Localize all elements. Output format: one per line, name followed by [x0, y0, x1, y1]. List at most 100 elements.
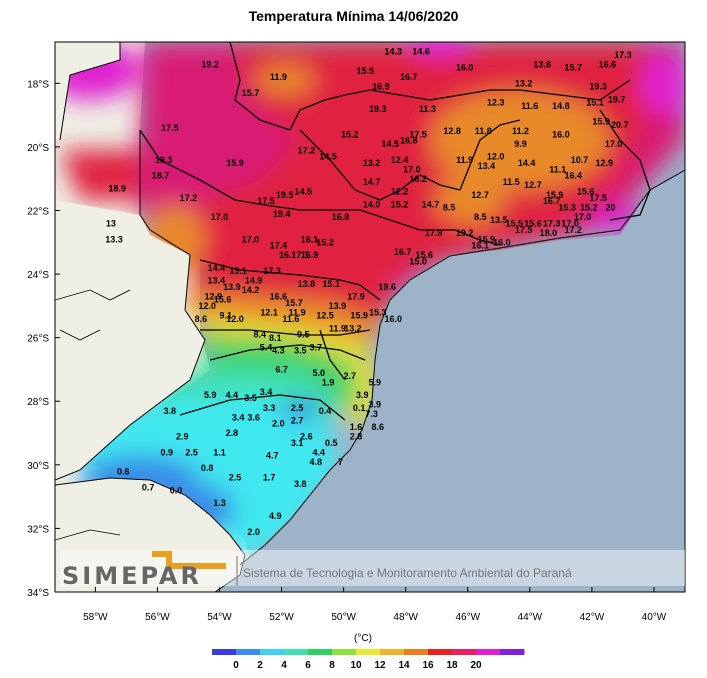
- station-value: 4.7: [266, 451, 279, 461]
- station-value: 16.4: [565, 171, 583, 181]
- station-value: 17.3: [263, 266, 281, 276]
- station-value: 12.5: [316, 311, 334, 321]
- colorbar-tick-label: 0: [233, 660, 239, 671]
- colorbar-tick-label: 14: [398, 660, 410, 671]
- station-value: 17.2: [565, 225, 583, 235]
- colorbar-swatch: [476, 649, 501, 655]
- station-values: 19.2 11.9 15.5 14.3 14.6 16.0 16.7 16.9 13.8 15.7…: [105, 47, 631, 537]
- lon-tick-label: 48°W: [393, 612, 418, 623]
- unit-label: (°C): [354, 633, 372, 644]
- colorbar: 0 2 4 6 8 10 12 14 16 18 20: [212, 649, 525, 671]
- lat-tick-label: 24°S: [27, 270, 49, 281]
- station-value: 2.5: [291, 403, 304, 413]
- map-frame: [54, 41, 686, 593]
- country-border-west: [55, 42, 206, 481]
- station-value: 15.6: [416, 250, 434, 260]
- colorbar-tick-label: 16: [422, 660, 434, 671]
- colorbar-swatch: [332, 649, 357, 655]
- station-value: 14.9: [245, 276, 263, 286]
- station-value: 3.4: [260, 387, 273, 397]
- station-value: 19.2: [201, 59, 219, 69]
- station-value: 13.2: [363, 158, 381, 168]
- colorbar-swatch: [452, 649, 477, 655]
- station-value: 1.1: [213, 447, 226, 457]
- station-value: 12.7: [471, 190, 489, 200]
- station-value: 16.0: [456, 63, 474, 73]
- station-value: 15.2: [316, 238, 334, 248]
- station-value: 19.7: [608, 94, 626, 104]
- station-value: 8.6: [195, 314, 208, 324]
- station-value: 16.9: [301, 250, 319, 260]
- station-value: 0.0: [170, 485, 183, 495]
- station-value: 7: [338, 457, 343, 467]
- lat-tick-label: 22°S: [27, 206, 49, 217]
- station-value: 14.5: [381, 139, 399, 149]
- station-value: 16.1: [471, 241, 489, 251]
- station-value: 3.5: [244, 393, 257, 403]
- station-value: 0.9: [160, 447, 173, 457]
- station-value: 16.7: [543, 196, 561, 206]
- station-value: 1.9: [322, 377, 335, 387]
- station-value: 6.7: [275, 365, 288, 375]
- station-value: 4.9: [269, 511, 282, 521]
- station-value: 9.5: [297, 330, 310, 340]
- station-value: 15.9: [350, 311, 368, 321]
- station-value: 17.5: [589, 193, 607, 203]
- station-value: 16.9: [372, 82, 390, 92]
- station-value: 1.3: [213, 498, 226, 508]
- station-value: 12.3: [487, 98, 505, 108]
- station-value: 13.4: [208, 276, 226, 286]
- station-value: 15.9: [592, 117, 610, 127]
- station-value: 14.8: [552, 101, 570, 111]
- latitude-axis: 18°S 20°S 22°S 24°S 26°S 28°S 30°S 32°S 34°S: [27, 79, 60, 599]
- colorbar-swatch: [260, 649, 285, 655]
- station-value: 16.7: [394, 247, 412, 257]
- station-value: 2.8: [350, 431, 363, 441]
- station-value: 2.8: [226, 428, 239, 438]
- simepar-watermark: SIMEPAR Sistema de Tecnologia e Monitora…: [60, 550, 685, 590]
- station-value: 15.2: [341, 129, 359, 139]
- station-value: 19.3: [369, 104, 387, 114]
- station-value: 11.9: [329, 323, 346, 333]
- station-value: 11.9: [270, 72, 287, 82]
- station-value: 3.6: [247, 412, 260, 422]
- station-value: 11.9: [456, 155, 473, 165]
- station-value: 16.6: [599, 59, 617, 69]
- station-value: 3.4: [232, 412, 245, 422]
- station-value: 15.2: [580, 203, 598, 213]
- colorbar-swatch: [284, 649, 309, 655]
- station-value: 11.3: [419, 104, 436, 114]
- station-value: 17.9: [347, 292, 365, 302]
- station-value: 0.5: [325, 438, 338, 448]
- lon-tick-label: 54°W: [207, 612, 232, 623]
- station-value: 5.0: [313, 368, 326, 378]
- colorbar-tick-label: 2: [257, 660, 263, 671]
- station-value: 15.5: [506, 218, 524, 228]
- station-value: 19.4: [273, 209, 291, 219]
- station-value: 19.6: [378, 282, 396, 292]
- station-value: 18.7: [152, 171, 170, 181]
- river-lines: [55, 289, 131, 541]
- lon-tick-label: 58°W: [83, 612, 108, 623]
- station-value: 8.4: [254, 330, 267, 340]
- station-value: 2.6: [300, 431, 313, 441]
- station-value: 17.4: [270, 241, 288, 251]
- lat-tick-label: 26°S: [27, 334, 49, 345]
- station-value: 8.6: [372, 422, 385, 432]
- station-value: 11.2: [512, 126, 529, 136]
- station-value: 15.9: [226, 158, 244, 168]
- station-value: 17.9: [425, 228, 443, 238]
- station-value: 11.6: [282, 314, 299, 324]
- lon-tick-label: 40°W: [642, 612, 667, 623]
- station-value: 12.8: [443, 126, 461, 136]
- station-value: 16.1: [301, 234, 319, 244]
- station-value: 11.9: [289, 307, 306, 317]
- station-value: 3.8: [294, 479, 307, 489]
- station-value: 15.6: [577, 187, 595, 197]
- station-value: 3.7: [309, 342, 322, 352]
- colorbar-tick-label: 12: [374, 660, 386, 671]
- station-value: 17.5: [409, 129, 427, 139]
- argentina-land-west: [55, 200, 205, 480]
- lat-tick-label: 30°S: [27, 461, 49, 472]
- station-value: 14.0: [363, 199, 381, 209]
